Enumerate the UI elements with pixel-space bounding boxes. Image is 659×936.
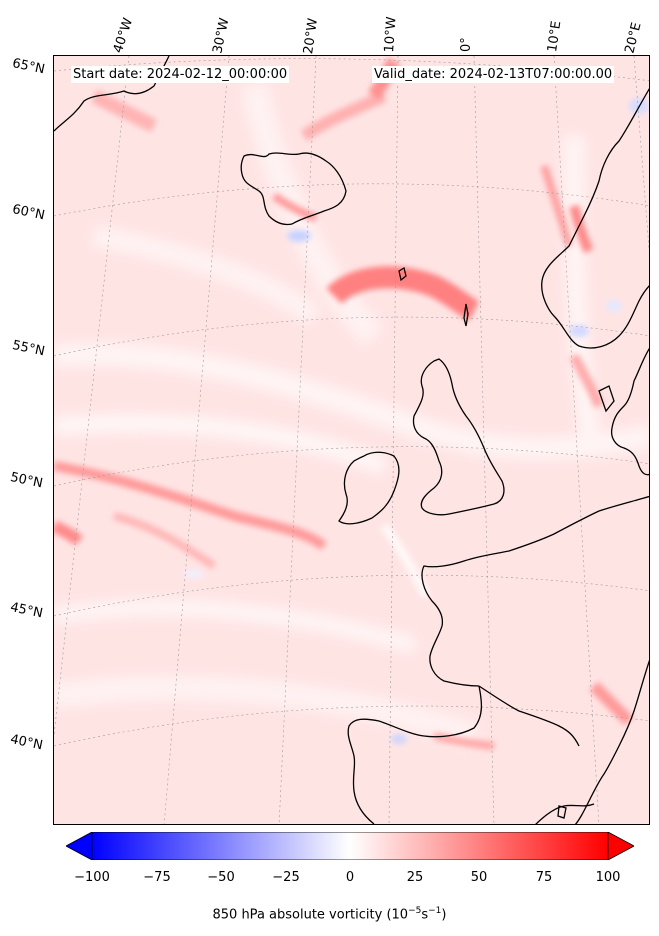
lat-label-45n: 45°N — [8, 600, 45, 622]
colorbar-max-extension — [607, 832, 634, 860]
frontal-streak — [380, 523, 431, 598]
lon-label-0: 0° — [459, 37, 474, 52]
lon-label-20w: 20°W — [301, 17, 321, 55]
start-date-label: Start date: 2024-02-12_00:00:00 — [71, 66, 290, 83]
lat-label-50n: 50°N — [8, 470, 45, 492]
colorbar-tick: −50 — [207, 870, 235, 885]
map-canvas — [54, 56, 649, 824]
lon-label-20e: 20°E — [622, 21, 645, 55]
lat-label-60n: 60°N — [10, 202, 47, 224]
colorbar-min-extension — [66, 832, 93, 860]
vorticity-field-light — [54, 83, 649, 748]
lon-label-10e: 10°E — [545, 19, 565, 53]
colorbar-tick: −25 — [272, 870, 300, 885]
lon-label-30w: 30°W — [210, 16, 233, 55]
valid-date-label: Valid_date: 2024-02-13T07:00:00.00 — [372, 66, 615, 83]
colorbar-tick: 50 — [470, 870, 488, 885]
lat-label-40n: 40°N — [8, 732, 45, 754]
colorbar-tick: −100 — [74, 870, 110, 885]
lat-label-55n: 55°N — [10, 338, 47, 360]
colorbar-gradient — [91, 832, 609, 860]
colorbar-tick: 25 — [406, 870, 424, 885]
colorbar-tick: 100 — [595, 870, 621, 885]
colorbar-tick: 75 — [535, 870, 553, 885]
negative-vorticity-patches — [184, 98, 649, 744]
lon-label-40w: 40°W — [110, 16, 137, 55]
graticule-parallels — [54, 58, 649, 747]
vorticity-map — [53, 55, 650, 825]
colorbar-tick: 0 — [345, 870, 355, 885]
coastlines — [54, 56, 649, 824]
colorbar-tick: −75 — [143, 870, 171, 885]
lon-label-10w: 10°W — [382, 16, 400, 53]
colorbar-label: 850 hPa absolute vorticity (10−5s−1) — [212, 906, 447, 923]
vorticity-field-strong — [54, 57, 634, 750]
lat-label-65n: 65°N — [10, 56, 47, 78]
graticule-meridians — [54, 56, 649, 824]
colorbar — [66, 832, 634, 860]
